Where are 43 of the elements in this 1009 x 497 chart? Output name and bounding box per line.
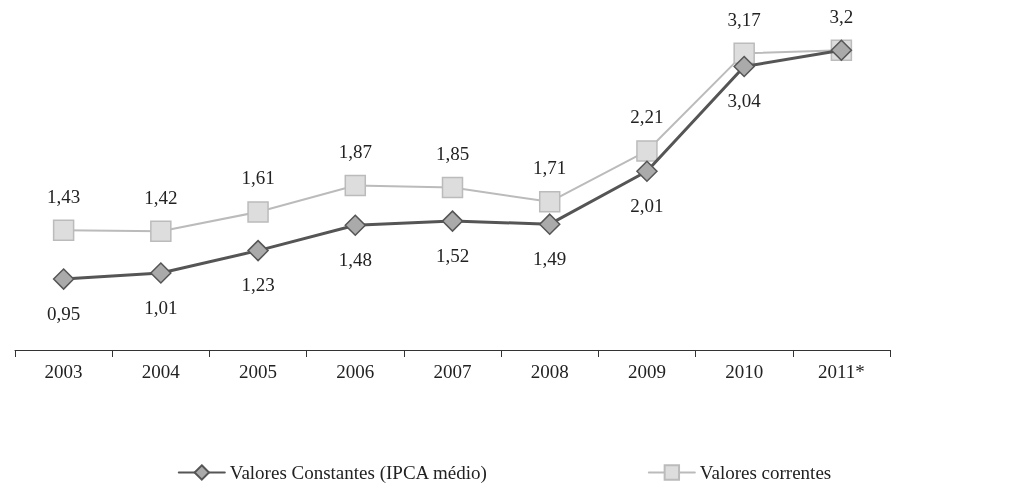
x-tick-label: 2007 xyxy=(433,361,472,382)
x-tick-label: 2006 xyxy=(336,361,375,382)
data-label: 3,04 xyxy=(727,90,762,112)
point xyxy=(636,140,658,162)
data-label: 1,42 xyxy=(144,186,178,208)
x-tick-label: 2005 xyxy=(239,361,278,382)
data-label: 1,87 xyxy=(338,140,372,162)
point xyxy=(344,214,367,236)
point xyxy=(441,210,464,232)
data-label: 0,95 xyxy=(46,302,81,324)
data-label: 2,21 xyxy=(630,106,664,128)
point xyxy=(344,174,367,197)
data-label: 1,48 xyxy=(338,248,372,270)
point xyxy=(538,191,561,213)
point xyxy=(441,176,464,199)
data-label: 2,01 xyxy=(630,195,664,217)
point xyxy=(52,268,75,290)
data-label: 1,85 xyxy=(435,142,470,164)
point xyxy=(150,262,172,284)
data-label: 3,2 xyxy=(829,5,854,27)
data-label: 1,43 xyxy=(46,185,81,207)
point xyxy=(150,220,172,243)
data-label: 1,01 xyxy=(144,296,178,318)
legend-label: Valores Constantes (IPCA médio) xyxy=(229,462,487,484)
x-tick-label: 2008 xyxy=(530,361,569,382)
x-tick-label: 2010 xyxy=(725,361,764,382)
x-tick-label: 2011* xyxy=(817,361,865,382)
data-label: 1,52 xyxy=(435,244,470,266)
point xyxy=(733,55,755,78)
data-label: 1,49 xyxy=(533,247,567,269)
point xyxy=(52,219,75,242)
data-label: 1,23 xyxy=(241,274,275,296)
data-label: 3,17 xyxy=(727,8,761,30)
data-label: 1,71 xyxy=(533,157,567,179)
x-tick-label: 2004 xyxy=(141,361,181,382)
legend-label: Valores correntes xyxy=(699,462,832,483)
point xyxy=(247,239,269,262)
point xyxy=(538,213,561,235)
point xyxy=(636,160,658,183)
point xyxy=(247,201,269,223)
x-tick-label: 2003 xyxy=(44,361,83,382)
data-label: 1,61 xyxy=(241,167,275,189)
x-tick-label: 2009 xyxy=(627,361,666,382)
